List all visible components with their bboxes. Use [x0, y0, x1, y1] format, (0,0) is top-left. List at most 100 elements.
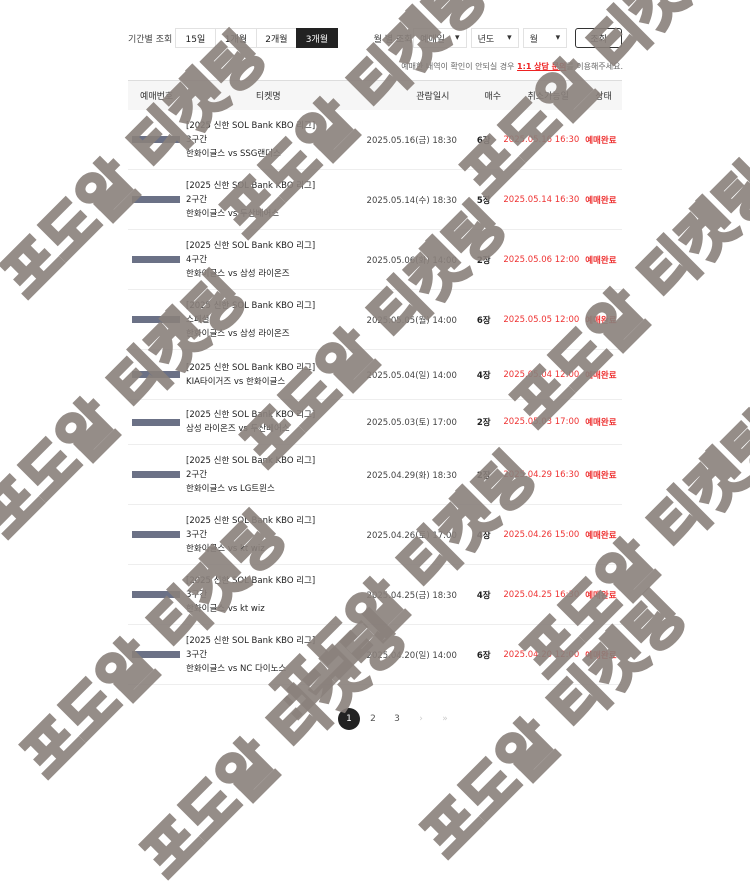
- match-name: 삼성 라이온즈 vs 두산베어스: [186, 424, 290, 434]
- month-label: 월 별 조회: [373, 34, 413, 45]
- ticket-name[interactable]: [2025 신한 SOL Bank KBO 리그] 3구간 한화이글스 vs kt …: [186, 514, 359, 556]
- page-2[interactable]: 2: [370, 714, 376, 724]
- type-select-value: 예매일: [420, 34, 445, 45]
- cancel-deadline: 2025.04.26 15:00: [503, 529, 580, 540]
- view-date: 2025.05.16(금) 18:30: [366, 135, 457, 146]
- league-name: [2025 신한 SOL Bank KBO 리그]: [186, 635, 316, 646]
- ticket-count: 4장: [476, 590, 491, 601]
- status-badge: 예매완료: [585, 418, 617, 428]
- cancel-deadline: 2025.04.20 12:00: [503, 649, 580, 660]
- period-1m-button[interactable]: 1개월: [215, 28, 257, 48]
- view-date: 2025.05.05(월) 14:00: [366, 315, 457, 326]
- search-button[interactable]: 조회: [575, 28, 623, 48]
- page-1[interactable]: 1: [338, 708, 360, 730]
- ticket-count: 6장: [476, 315, 491, 326]
- ticket-name[interactable]: [2025 신한 SOL Bank KBO 리그] 2구간 한화이글스 vs 두산베…: [186, 179, 359, 221]
- section-name: 스페셜: [186, 314, 210, 325]
- year-select[interactable]: 년도 ▾: [470, 28, 519, 48]
- month-select-value: 월: [529, 34, 538, 45]
- cancel-deadline: 2025.05.03 17:00: [503, 417, 580, 427]
- cancel-deadline: 2025.05.06 12:00: [503, 254, 580, 265]
- period-2m-button[interactable]: 2개월: [255, 28, 298, 48]
- ticket-count: 2장: [476, 255, 491, 266]
- ticket-count: 5장: [476, 195, 491, 206]
- match-name: 한화이글스 vs kt wiz: [186, 543, 265, 554]
- booking-number-masked: [132, 591, 181, 598]
- header-booking-no: 예매번호: [140, 92, 174, 102]
- section-name: 3구간: [186, 589, 208, 600]
- header-ticket-name: 티켓명: [255, 92, 281, 102]
- page-3[interactable]: 3: [394, 714, 400, 724]
- ticket-count: 4장: [476, 370, 491, 381]
- league-name: [2025 신한 SOL Bank KBO 리그]: [186, 300, 316, 311]
- match-name: KIA타이거즈 vs 한화이글스: [186, 376, 286, 387]
- cancel-deadline: 2025.05.16 16:30: [503, 134, 580, 145]
- booking-number-masked: [132, 651, 181, 658]
- ticket-count: 2장: [476, 470, 491, 481]
- ticket-count: 2장: [476, 418, 491, 428]
- table-row[interactable]: [2025 신한 SOL Bank KBO 리그] 4구간 한화이글스 vs 삼성 …: [128, 230, 622, 290]
- view-date: 2025.05.04(일) 14:00: [366, 370, 457, 381]
- match-name: 한화이글스 vs SSG랜더스: [186, 148, 281, 159]
- cancel-deadline: 2025.05.14 16:30: [503, 194, 580, 205]
- league-name: [2025 신한 SOL Bank KBO 리그]: [186, 455, 316, 466]
- booking-number-masked: [132, 136, 181, 143]
- view-date: 2025.05.06(화) 14:00: [366, 255, 457, 266]
- table-row[interactable]: [2025 신한 SOL Bank KBO 리그] 삼성 라이온즈 vs 두산베어…: [128, 400, 622, 445]
- last-page-icon[interactable]: »: [442, 714, 448, 724]
- league-name: [2025 신한 SOL Bank KBO 리그]: [186, 120, 316, 131]
- year-select-value: 년도: [477, 34, 495, 45]
- match-name: 한화이글스 vs kt wiz: [186, 603, 265, 614]
- section-name: 2구간: [186, 469, 208, 480]
- period-label: 기간별 조회: [128, 34, 173, 45]
- status-badge: 예매완료: [585, 315, 617, 326]
- ticket-name[interactable]: [2025 신한 SOL Bank KBO 리그] 삼성 라이온즈 vs 두산베어…: [186, 408, 359, 436]
- next-page-icon[interactable]: ›: [419, 714, 423, 724]
- period-3m-button[interactable]: 3개월: [296, 28, 338, 48]
- league-name: [2025 신한 SOL Bank KBO 리그]: [186, 410, 316, 420]
- booking-number-masked: [132, 531, 181, 538]
- section-name: 2구간: [186, 194, 208, 205]
- league-name: [2025 신한 SOL Bank KBO 리그]: [186, 180, 316, 191]
- view-date: 2025.05.14(수) 18:30: [366, 195, 457, 206]
- table-row[interactable]: [2025 신한 SOL Bank KBO 리그] 스페셜 한화이글스 vs 삼성 …: [128, 290, 622, 350]
- header-count: 매수: [484, 92, 502, 102]
- cancel-deadline: 2025.04.29 16:30: [503, 469, 580, 480]
- inquiry-link[interactable]: 1:1 상담 문의: [517, 62, 567, 71]
- table-header: 예매번호 티켓명 관람일시 매수 취소가능일 상태: [128, 80, 622, 110]
- ticket-count: 6장: [476, 650, 491, 661]
- section-name: 3구간: [186, 134, 208, 145]
- type-select[interactable]: 예매일 ▾: [413, 28, 467, 48]
- status-badge: 예매완료: [585, 135, 617, 146]
- league-name: [2025 신한 SOL Bank KBO 리그]: [186, 575, 316, 586]
- booking-number-masked: [132, 196, 181, 203]
- caret-down-icon: ▾: [555, 33, 561, 43]
- caret-down-icon: ▾: [507, 33, 512, 43]
- period-15d-button[interactable]: 15일: [174, 28, 217, 48]
- month-select[interactable]: 월 ▾: [522, 28, 568, 48]
- status-badge: 예매완료: [585, 470, 617, 481]
- section-name: 4구간: [186, 254, 208, 265]
- ticket-name[interactable]: [2025 신한 SOL Bank KBO 리그] 스페셜 한화이글스 vs 삼성 …: [186, 299, 359, 341]
- match-name: 한화이글스 vs NC 다이노스: [186, 663, 287, 674]
- status-badge: 예매완료: [585, 650, 617, 661]
- status-badge: 예매완료: [585, 530, 617, 541]
- match-name: 한화이글스 vs LG트윈스: [186, 483, 275, 494]
- section-name: 3구간: [186, 649, 208, 660]
- pagination: 1 2 3 › »: [338, 708, 458, 730]
- table-row[interactable]: [2025 신한 SOL Bank KBO 리그] 2구간 한화이글스 vs 두산베…: [128, 170, 622, 230]
- table-row[interactable]: [2025 신한 SOL Bank KBO 리그] 3구간 한화이글스 vs kt …: [128, 505, 622, 565]
- notice-prefix: 예매한 내역이 확인이 안되실 경우: [401, 62, 518, 71]
- ticket-name[interactable]: [2025 신한 SOL Bank KBO 리그] KIA타이거즈 vs 한화이글…: [186, 361, 359, 389]
- ticket-name[interactable]: [2025 신한 SOL Bank KBO 리그] 4구간 한화이글스 vs 삼성 …: [186, 239, 359, 281]
- table-row[interactable]: [2025 신한 SOL Bank KBO 리그] KIA타이거즈 vs 한화이글…: [128, 350, 622, 400]
- booking-number-masked: [132, 316, 181, 323]
